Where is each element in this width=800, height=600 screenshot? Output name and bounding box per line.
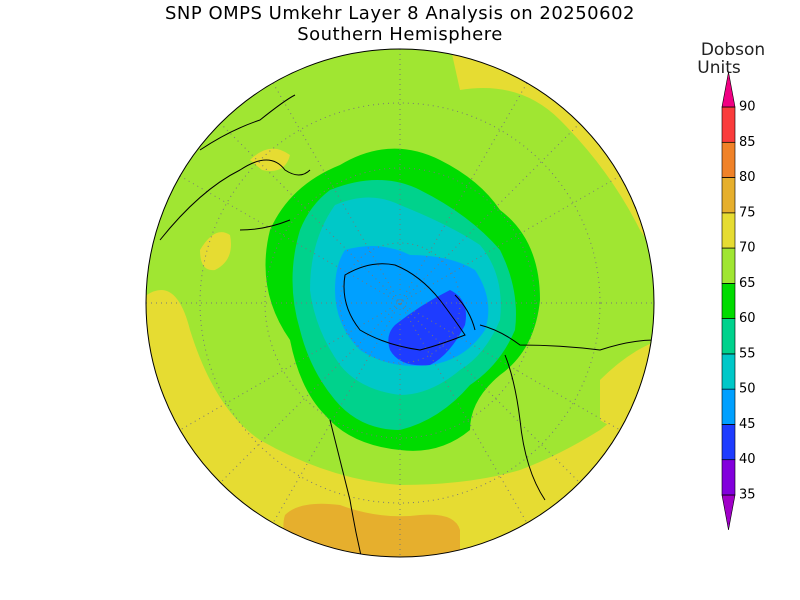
colorbar-tick-label: 55 — [739, 346, 756, 361]
map-title: SNP OMPS Umkehr Layer 8 Analysis on 2025… — [165, 3, 635, 24]
colorbar-tick-label: 85 — [739, 135, 756, 150]
colorbar-bin — [721, 141, 736, 178]
colorbar-tick-label: 60 — [739, 311, 756, 326]
colorbar-bin — [721, 424, 736, 461]
colorbar-tick-label: 80 — [739, 170, 756, 185]
colorbar-bin — [721, 177, 736, 214]
colorbar-label: Units — [697, 58, 741, 78]
colorbar-tick-label: 70 — [739, 241, 756, 256]
colorbar-bin — [721, 212, 736, 249]
colorbar-bin — [721, 247, 736, 284]
colorbar-tick-label: 35 — [739, 488, 756, 503]
colorbar-tick-label: 65 — [739, 276, 756, 291]
colorbar-bin — [721, 459, 736, 496]
colorbar-tick-label: 50 — [739, 382, 756, 397]
colorbar-bin — [721, 388, 736, 425]
colorbar-label: Dobson — [701, 40, 765, 60]
colorbar-bin — [721, 353, 736, 390]
colorbar-tick-label: 40 — [739, 452, 756, 467]
colorbar-tick-label: 45 — [739, 417, 756, 432]
colorbar-bin — [721, 318, 736, 355]
colorbar-extend-min — [721, 494, 736, 531]
colorbar-bin — [721, 106, 736, 143]
colorbar: 35 40 45 50 55 60 65 70 75 80 85 90 — [721, 71, 756, 531]
ozone-map — [146, 49, 654, 557]
map-border — [145, 48, 655, 558]
colorbar-tick-label: 90 — [739, 100, 756, 115]
colorbar-bin — [721, 283, 736, 319]
colorbar-tick-label: 75 — [739, 205, 756, 220]
map-subtitle: Southern Hemisphere — [297, 24, 503, 45]
